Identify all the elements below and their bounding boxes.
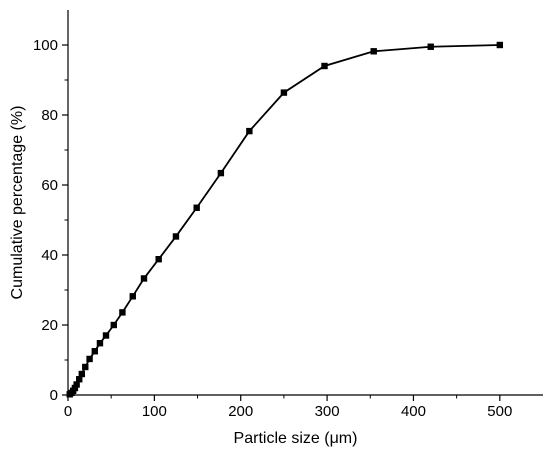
data-point: [140, 275, 148, 282]
data-point: [321, 62, 328, 70]
x-tick-label: 100: [142, 403, 167, 420]
y-tick-label: 0: [50, 387, 58, 404]
tick-labels: 0 100 200 300 400 500 0 20 40 60 80 100: [33, 37, 512, 420]
data-point: [102, 332, 110, 339]
x-tick-label: 400: [401, 403, 426, 420]
data-point: [91, 348, 98, 355]
data-point: [82, 363, 89, 371]
y-tick-label: 80: [41, 107, 58, 124]
x-axis-title: Particle size (μm): [234, 430, 358, 447]
axes: [67, 10, 543, 396]
data-point: [110, 321, 117, 329]
data-point: [427, 43, 434, 50]
data-point: [78, 370, 86, 378]
ticks: [62, 44, 501, 401]
data-point: [119, 309, 126, 316]
y-tick-label: 20: [41, 317, 58, 334]
data-point: [172, 233, 180, 240]
data-point: [96, 340, 104, 347]
x-tick-label: 200: [228, 403, 253, 420]
data-point: [129, 293, 136, 300]
data-point: [73, 381, 80, 388]
data-point: [246, 127, 253, 135]
data-point: [280, 89, 288, 96]
data-point: [496, 41, 504, 49]
data-point: [193, 204, 200, 211]
data-point: [76, 376, 83, 383]
x-tick-label: 500: [487, 403, 512, 420]
x-tick-label: 0: [64, 403, 72, 420]
data-point: [71, 384, 79, 392]
data-point: [370, 48, 377, 55]
series-line: [69, 44, 500, 395]
x-tick-label: 300: [315, 403, 340, 420]
y-tick-label: 60: [41, 177, 58, 194]
data-point: [86, 355, 93, 363]
data-point: [217, 169, 225, 177]
y-tick-label: 100: [33, 37, 58, 54]
series-markers: [66, 41, 504, 398]
y-axis-title: Cumulative percentage (%): [9, 106, 26, 300]
data-point: [155, 256, 162, 263]
y-tick-label: 40: [41, 247, 58, 264]
